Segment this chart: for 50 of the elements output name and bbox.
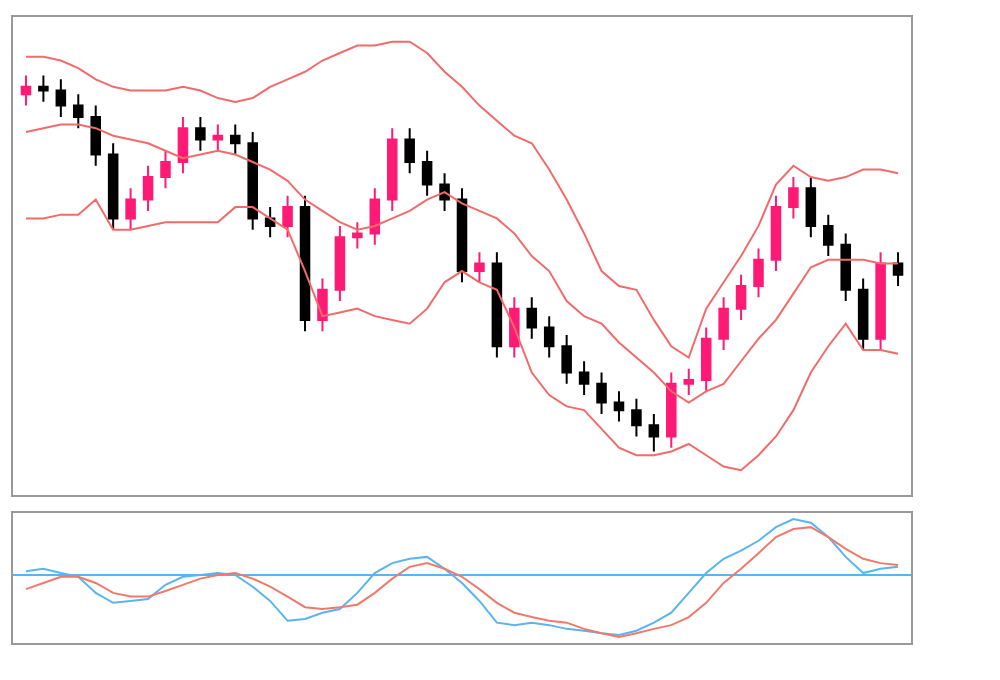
candlestick bbox=[700, 326, 712, 393]
candlestick bbox=[212, 123, 224, 152]
candlestick bbox=[474, 251, 485, 284]
candlestick bbox=[718, 296, 729, 351]
candlestick bbox=[613, 390, 625, 423]
candlestick bbox=[247, 130, 258, 231]
candlestick bbox=[386, 127, 398, 212]
candlestick bbox=[317, 277, 328, 333]
candlestick bbox=[352, 221, 363, 250]
candlestick bbox=[195, 115, 206, 152]
candlestick bbox=[875, 251, 886, 351]
candlestick bbox=[805, 176, 817, 239]
candlestick bbox=[491, 251, 503, 359]
candlestick bbox=[439, 172, 450, 212]
candlestick bbox=[421, 149, 433, 197]
candlestick bbox=[543, 315, 555, 359]
candlestick bbox=[683, 367, 695, 397]
candlestick bbox=[840, 232, 851, 303]
candlestick bbox=[753, 247, 764, 299]
candlestick bbox=[857, 277, 869, 351]
candlestick bbox=[282, 194, 293, 239]
candlestick bbox=[404, 127, 415, 175]
candlestick bbox=[177, 115, 189, 175]
candlestick bbox=[578, 360, 590, 397]
candlestick bbox=[666, 371, 677, 449]
candlestick bbox=[823, 213, 834, 257]
candlestick bbox=[73, 93, 84, 130]
candlestick bbox=[125, 187, 136, 231]
candlestick bbox=[160, 149, 171, 190]
candlestick bbox=[770, 194, 782, 273]
candlestick bbox=[456, 187, 468, 284]
candlestick bbox=[107, 142, 119, 231]
candlestick bbox=[142, 164, 154, 212]
candlestick bbox=[264, 206, 276, 239]
candlestick bbox=[334, 224, 346, 303]
candlestick bbox=[55, 78, 67, 118]
candlestick bbox=[648, 412, 660, 453]
candlestick bbox=[735, 273, 747, 321]
candlestick bbox=[788, 176, 799, 220]
candlestick bbox=[892, 251, 904, 288]
candlestick bbox=[369, 187, 381, 246]
candlestick bbox=[20, 74, 32, 107]
candlestick bbox=[299, 194, 311, 333]
candlestick bbox=[90, 104, 101, 167]
candlestick bbox=[561, 333, 572, 385]
candlestick bbox=[38, 74, 49, 103]
candlestick bbox=[631, 397, 642, 438]
candlestick bbox=[526, 296, 538, 340]
candlestick bbox=[229, 123, 241, 156]
candlestick bbox=[596, 371, 607, 415]
